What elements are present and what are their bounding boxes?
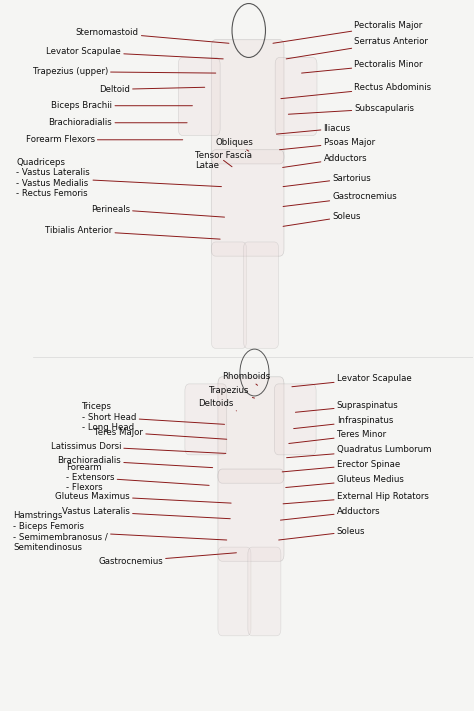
FancyBboxPatch shape	[218, 469, 284, 561]
Text: Quadriceps
- Vastus Lateralis
- Vastus Medialis
- Rectus Femoris: Quadriceps - Vastus Lateralis - Vastus M…	[17, 158, 221, 198]
Text: Rectus Abdominis: Rectus Abdominis	[281, 82, 431, 99]
Text: Vastus Lateralis: Vastus Lateralis	[62, 507, 230, 519]
FancyBboxPatch shape	[218, 377, 284, 483]
Text: Levator Scapulae: Levator Scapulae	[292, 374, 411, 387]
FancyBboxPatch shape	[275, 58, 317, 136]
Text: Hamstrings
- Biceps Femoris
- Semimembranosus /
Semitendinosus: Hamstrings - Biceps Femoris - Semimembra…	[13, 511, 227, 552]
Text: Gastrocnemius: Gastrocnemius	[98, 552, 237, 566]
FancyBboxPatch shape	[211, 242, 246, 348]
Text: Sartorius: Sartorius	[283, 173, 371, 186]
Text: Erector Spinae: Erector Spinae	[282, 459, 400, 472]
Text: Quadratus Lumborum: Quadratus Lumborum	[287, 445, 431, 458]
Text: Supraspinatus: Supraspinatus	[295, 401, 399, 412]
Text: Psoas Major: Psoas Major	[280, 138, 375, 150]
FancyBboxPatch shape	[211, 40, 284, 164]
Text: External Hip Rotators: External Hip Rotators	[283, 491, 428, 504]
Text: Trapezius (upper): Trapezius (upper)	[33, 67, 216, 76]
Text: Levator Scapulae: Levator Scapulae	[46, 48, 223, 59]
FancyBboxPatch shape	[274, 384, 316, 455]
Text: Iliacus: Iliacus	[276, 124, 351, 134]
Text: Forearm
- Extensors
- Flexors: Forearm - Extensors - Flexors	[66, 463, 209, 493]
Text: Teres Major: Teres Major	[94, 427, 227, 439]
FancyBboxPatch shape	[211, 150, 284, 256]
Text: Deltoids: Deltoids	[198, 400, 237, 411]
Text: Deltoid: Deltoid	[99, 85, 205, 94]
Text: Adductors: Adductors	[283, 154, 367, 168]
Text: Serratus Anterior: Serratus Anterior	[286, 38, 428, 59]
Text: Gluteus Medius: Gluteus Medius	[286, 475, 404, 488]
Text: Forearm Flexors: Forearm Flexors	[26, 135, 182, 144]
FancyBboxPatch shape	[185, 384, 227, 455]
Text: Infraspinatus: Infraspinatus	[294, 416, 393, 429]
Text: Soleus: Soleus	[283, 212, 361, 226]
Text: Tibialis Anterior: Tibialis Anterior	[45, 226, 220, 239]
Text: Pectoralis Major: Pectoralis Major	[273, 21, 423, 43]
Text: Brachioradialis: Brachioradialis	[57, 456, 213, 468]
Text: Teres Minor: Teres Minor	[289, 430, 386, 444]
FancyBboxPatch shape	[244, 242, 279, 348]
Text: Subscapularis: Subscapularis	[288, 104, 414, 114]
Text: Adductors: Adductors	[281, 507, 381, 520]
FancyBboxPatch shape	[178, 58, 220, 136]
FancyBboxPatch shape	[248, 547, 281, 636]
Text: Trapezius: Trapezius	[209, 387, 255, 398]
Text: Triceps
- Short Head
- Long Head: Triceps - Short Head - Long Head	[82, 402, 225, 432]
Text: Rhomboids: Rhomboids	[222, 373, 271, 385]
FancyBboxPatch shape	[218, 547, 251, 636]
Text: Gluteus Maximus: Gluteus Maximus	[55, 491, 231, 503]
Text: Latissimus Dorsi: Latissimus Dorsi	[51, 442, 226, 454]
Text: Biceps Brachii: Biceps Brachii	[51, 101, 192, 110]
Text: Gastrocnemius: Gastrocnemius	[283, 192, 397, 206]
Text: Sternomastoid: Sternomastoid	[76, 28, 229, 43]
Text: Soleus: Soleus	[279, 527, 365, 540]
Text: Tensor Fascia
Latae: Tensor Fascia Latae	[195, 151, 252, 170]
Text: Pectoralis Minor: Pectoralis Minor	[301, 60, 423, 73]
Text: Obliques: Obliques	[216, 138, 254, 151]
Text: Brachioradialis: Brachioradialis	[48, 118, 187, 127]
Text: Perineals: Perineals	[91, 205, 225, 217]
